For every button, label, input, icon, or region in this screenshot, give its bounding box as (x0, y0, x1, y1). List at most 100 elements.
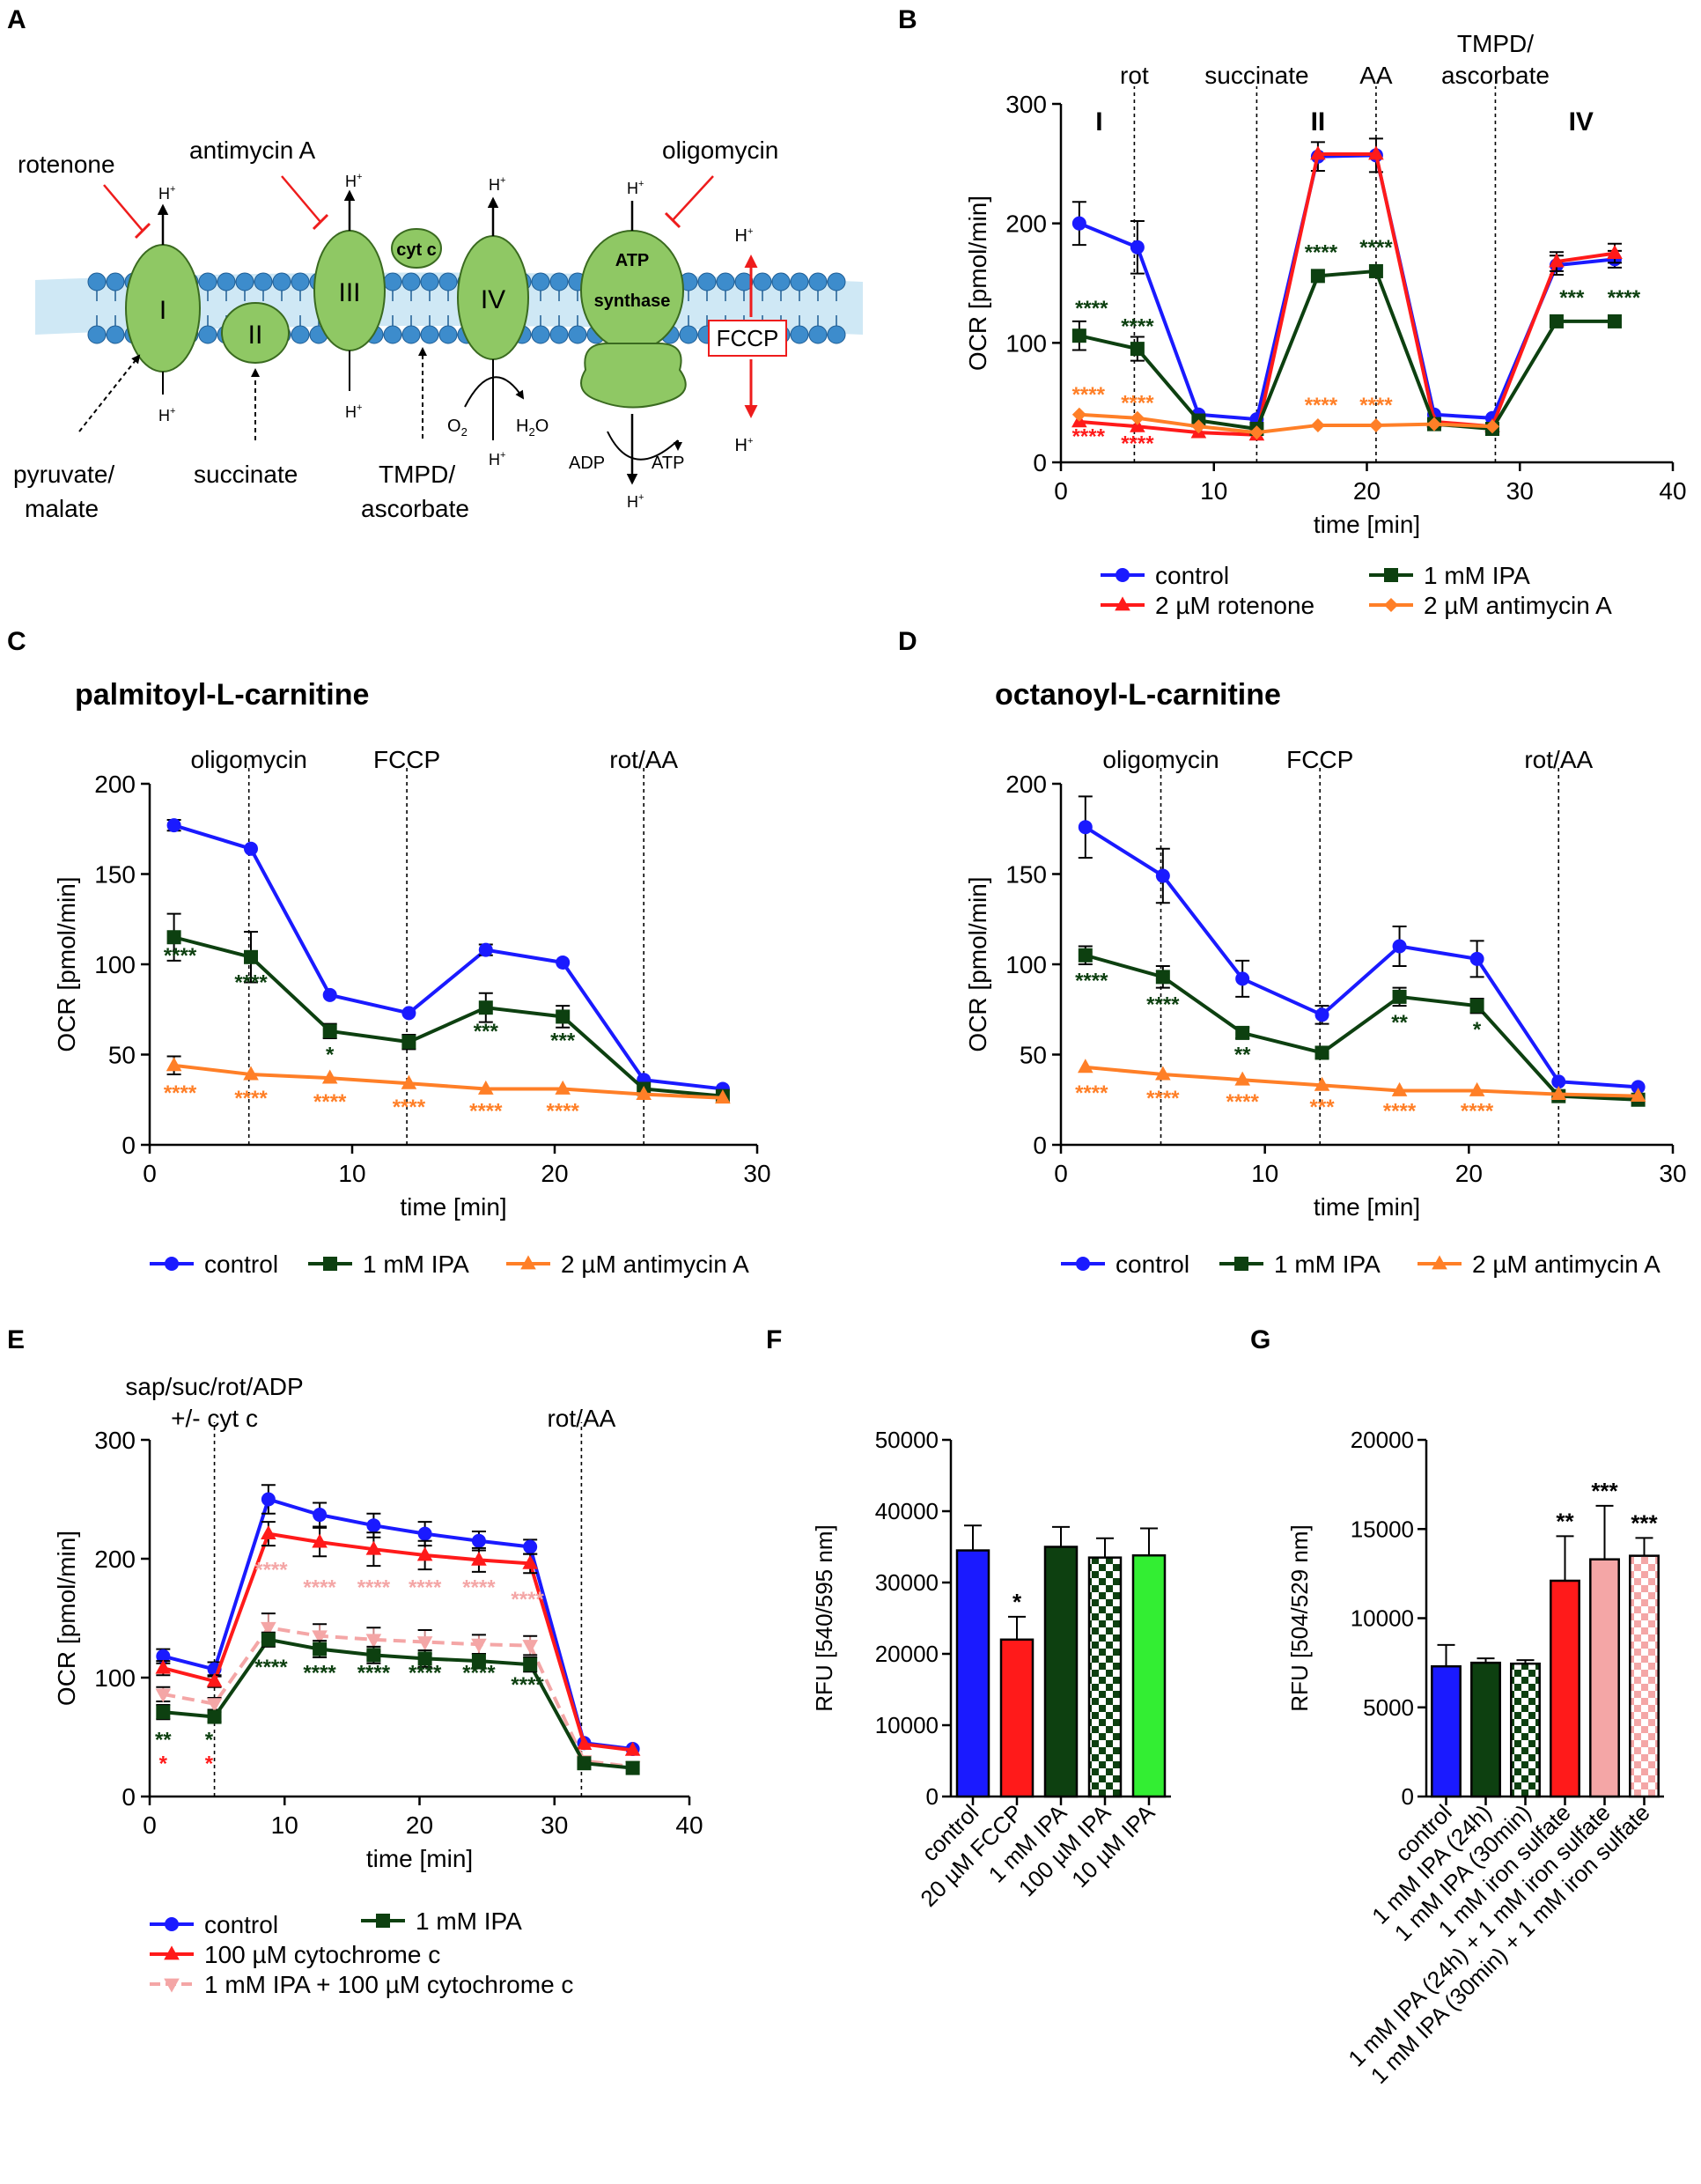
data-point (261, 1632, 276, 1647)
lipid-head (808, 325, 828, 344)
etc-diagram: I II III cyt c IV ATP synthase FCCP H+ H… (13, 136, 863, 522)
y-tick-label: 200 (94, 771, 136, 798)
significance-label: * (205, 1752, 214, 1775)
y-tick-label: 100 (1005, 329, 1047, 357)
injection-label: FCCP (1286, 746, 1353, 773)
lipid-head (198, 272, 217, 291)
significance-label: **** (409, 1576, 442, 1600)
y-tick-label: 300 (94, 1427, 136, 1454)
significance-label: **** (1226, 1090, 1260, 1114)
y-tick-label: 150 (94, 861, 136, 889)
significance-label: **** (1146, 992, 1180, 1016)
data-point (156, 1705, 171, 1720)
data-point (366, 1648, 381, 1663)
lipid-head (87, 272, 107, 291)
data-point (577, 1756, 592, 1771)
data-point (365, 1634, 382, 1649)
atp-synthase-f1 (580, 343, 687, 409)
pyruvate-label-2: malate (25, 495, 99, 522)
significance-label: * (1473, 1018, 1482, 1042)
data-point (1549, 314, 1564, 328)
h-label-iii-bottom: H+ (345, 402, 362, 421)
significance-label: **** (393, 1096, 426, 1119)
oligomycin-line (672, 175, 714, 221)
legend-label: 2 µM antimycin A (561, 1251, 749, 1278)
x-tick-label: 30 (541, 1811, 568, 1839)
y-tick-label: 15000 (1351, 1516, 1414, 1542)
significance-label: * (1012, 1589, 1022, 1615)
data-point (312, 1630, 328, 1645)
data-point (206, 1672, 223, 1687)
significance-label: **** (1075, 297, 1108, 321)
x-tick-label: 30 (743, 1160, 770, 1187)
proton-pumping-arrows (157, 189, 638, 485)
significance-label: **** (1121, 432, 1154, 455)
y-axis-label: OCR [pmol/min] (53, 876, 80, 1051)
h-label-i-bottom: H+ (158, 406, 175, 424)
o2-label: O2 (447, 417, 468, 439)
data-point (523, 1657, 538, 1672)
lipid-head (106, 272, 125, 291)
significance-label: **** (164, 1081, 197, 1105)
legend-label: control (204, 1911, 278, 1938)
data-point (1249, 425, 1264, 440)
data-point (1130, 240, 1145, 255)
rotenone-label: rotenone (18, 151, 115, 178)
y-tick-label: 100 (94, 1664, 136, 1692)
data-point (417, 1651, 432, 1666)
o2-to-h2o-arrow (464, 376, 525, 408)
data-point (1234, 1071, 1250, 1086)
injection-label: +/- cyt c (171, 1405, 258, 1432)
x-tick-label: 40 (675, 1811, 703, 1839)
y-axis-label: OCR [pmol/min] (964, 876, 991, 1051)
antimycin-line (281, 175, 321, 223)
y-tick-label: 50000 (875, 1427, 939, 1453)
data-point (1235, 1025, 1250, 1040)
lipid-head (438, 272, 458, 291)
chart-title: octanoyl-L-carnitine (995, 678, 1281, 712)
significance-label: **** (1608, 286, 1641, 310)
significance-label: **** (164, 944, 197, 968)
data-point (1469, 951, 1484, 966)
panel-letter-f: F (766, 1325, 783, 1354)
bar (1550, 1579, 1580, 1798)
legend-label: 2 µM rotenone (1155, 592, 1314, 619)
y-tick-label: 200 (1005, 210, 1047, 238)
legend-marker (1116, 568, 1130, 582)
data-point (261, 1525, 276, 1540)
panel-letter-b: B (898, 5, 917, 34)
data-point (1078, 820, 1093, 835)
series-line (162, 1531, 633, 1752)
data-point (155, 1688, 172, 1703)
legend-label: 1 mM IPA + 100 µM cytochrome c (204, 1971, 573, 1998)
data-point (206, 1698, 223, 1713)
bar (1043, 1546, 1079, 1798)
data-point (321, 1069, 338, 1084)
data-point (261, 1621, 276, 1636)
data-point (156, 1649, 171, 1664)
significance-label: **** (313, 1090, 347, 1114)
data-point (1071, 216, 1086, 231)
x-tick-label: 10 (338, 1160, 365, 1187)
legend-label: 1 mM IPA (363, 1251, 469, 1278)
h-label-iii-top: H+ (345, 172, 362, 190)
lipid-head (254, 272, 273, 291)
data-point (1310, 417, 1325, 432)
x-tick-label: 0 (143, 1811, 157, 1839)
data-point (1631, 1080, 1646, 1095)
data-point (471, 1533, 486, 1548)
legend-marker (1432, 1255, 1447, 1270)
series-line (1079, 151, 1616, 437)
significance-label: **** (357, 1576, 391, 1600)
data-point (416, 1636, 433, 1651)
lipid-head (679, 325, 698, 344)
legend-label: control (204, 1251, 278, 1278)
significance-label: ** (1391, 1011, 1408, 1035)
lipid-head (272, 272, 291, 291)
lipid-head (383, 325, 402, 344)
significance-label: **** (547, 1099, 580, 1123)
data-point (1310, 145, 1326, 160)
significance-label: **** (254, 1656, 288, 1679)
panel-letter-d: D (898, 627, 917, 656)
